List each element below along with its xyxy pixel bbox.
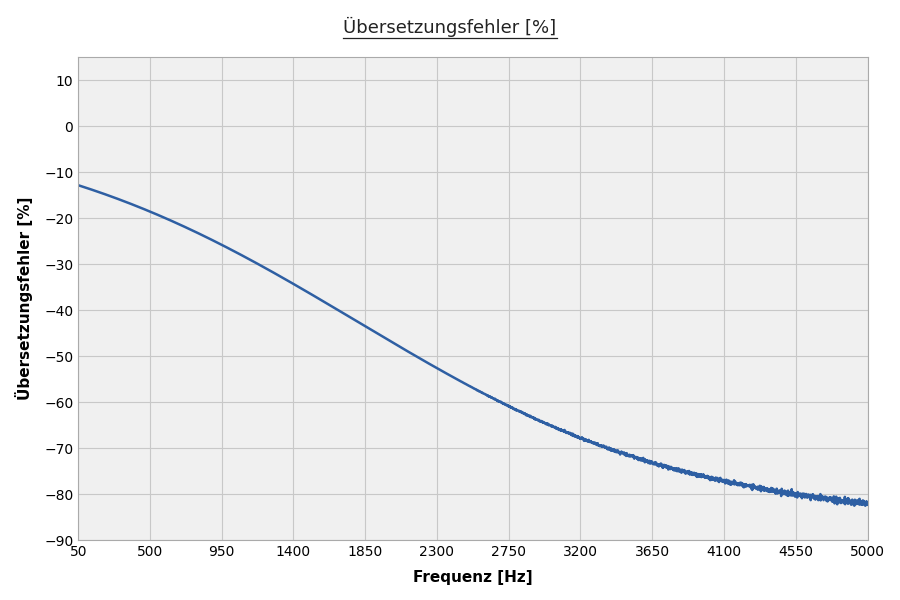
- X-axis label: Frequenz [Hz]: Frequenz [Hz]: [413, 570, 533, 585]
- Y-axis label: Übersetzungsfehler [%]: Übersetzungsfehler [%]: [15, 197, 33, 400]
- Text: Übersetzungsfehler [%]: Übersetzungsfehler [%]: [344, 17, 556, 37]
